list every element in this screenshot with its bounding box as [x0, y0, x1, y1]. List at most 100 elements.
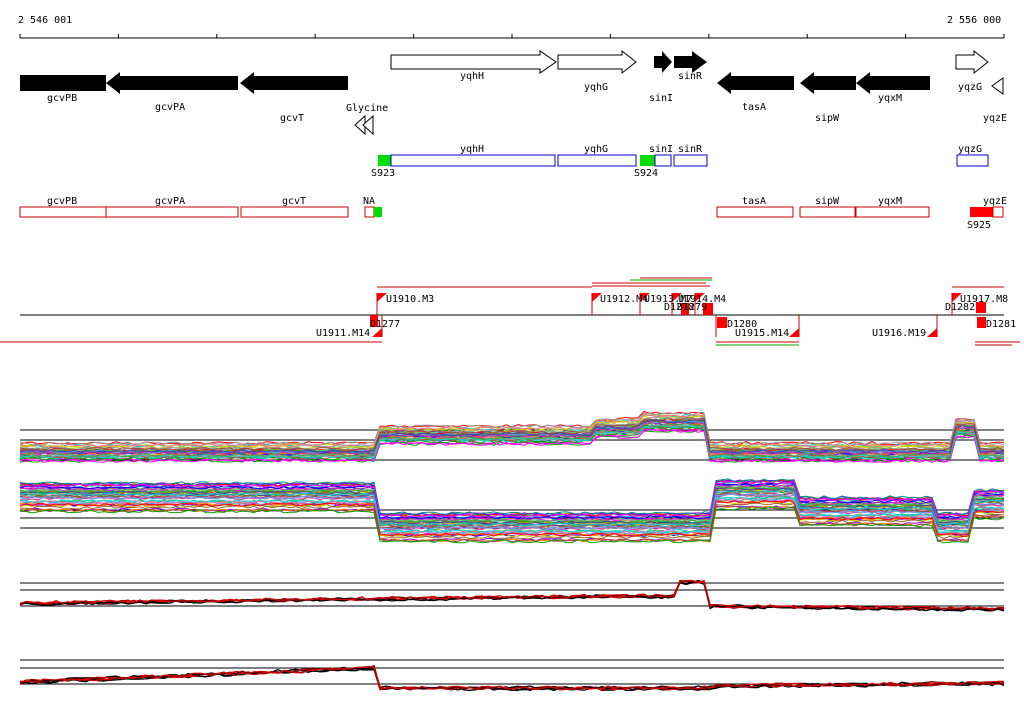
transcript-gcvPB[interactable] [19, 206, 107, 218]
breakpoint-label[interactable]: D1282 [945, 302, 975, 313]
expression-plus-summary-panel [19, 579, 1005, 612]
riboswitch-glycine[interactable]: Glycine [346, 103, 388, 136]
transcript-label-gcvPA: gcvPA [155, 196, 185, 207]
gene-gcvPB[interactable]: gcvPB [20, 75, 106, 104]
transcript-tasA[interactable] [716, 206, 794, 218]
transcript-label-sipW: sipW [815, 196, 840, 207]
profile-line [19, 416, 1005, 451]
transcript-label-gcvPB: gcvPB [47, 196, 77, 207]
segmentation-track: U1910.M3 U1912.M4 U1913.M7 U1914.M4 U191… [0, 277, 1020, 346]
segment-label[interactable]: U1911.M14 [316, 328, 370, 339]
profile-line [19, 666, 1005, 691]
transcript-gcvPA[interactable] [105, 206, 239, 218]
gene-yqxM[interactable]: yqxM [856, 72, 930, 104]
segment-start-flag-icon [377, 293, 387, 302]
gene-gcvT[interactable]: gcvT [240, 72, 348, 124]
transcript-sinR[interactable] [673, 154, 708, 167]
breakpoint-label[interactable]: D1280 [727, 319, 757, 330]
gene-sinR[interactable]: sinR [674, 51, 707, 82]
transcript-label-yqzE: yqzE [983, 196, 1007, 207]
site-marker-S923[interactable] [378, 155, 391, 166]
transcript-gcvT[interactable] [240, 206, 349, 218]
transcript-label-yqhH: yqhH [460, 144, 484, 155]
transcript-label-sinI: sinI [649, 144, 673, 155]
transcript-yqhH[interactable] [390, 154, 556, 167]
gene-label-yqzE: yqzE [983, 113, 1007, 124]
gene-label-gcvPB: gcvPB [47, 93, 77, 104]
profile-line [19, 410, 1005, 446]
profile-line [19, 499, 1005, 537]
profile-line [19, 428, 1005, 463]
profile-line [20, 502, 1005, 540]
gene-label-sinI: sinI [649, 93, 673, 104]
segment-label[interactable]: U1913.M7 [644, 294, 692, 305]
profile-line [19, 493, 1005, 530]
gene-label-yqzG: yqzG [958, 82, 982, 93]
segment-label[interactable]: U1910.M3 [386, 294, 434, 305]
segment-label[interactable]: U1915.M14 [735, 328, 789, 339]
transcript-sinI[interactable] [654, 154, 672, 167]
transcript-yqxM[interactable] [855, 206, 930, 218]
plus-strand-track: S923 yqhH yqhG S924 sinI sinR yqzG [371, 144, 989, 179]
transcript-sipW[interactable] [799, 206, 856, 218]
segment-end-flag-icon [927, 328, 937, 337]
profile-line [19, 411, 1005, 446]
profile-line [19, 482, 1005, 520]
breakpoint-label[interactable]: D1279 [677, 302, 707, 313]
expression-plus-strand-panel [19, 410, 1005, 463]
gene-yqzE[interactable]: yqzE [983, 77, 1007, 124]
gene-label-tasA: tasA [742, 102, 766, 113]
profile-line [19, 424, 1005, 459]
profile-line [19, 486, 1005, 524]
breakpoint-marker[interactable] [370, 315, 378, 327]
segment-start-flag-icon [952, 293, 962, 302]
gene-sipW[interactable]: sipW [800, 72, 856, 124]
transcript-yqhG[interactable] [557, 154, 637, 167]
breakpoint-marker[interactable] [703, 303, 713, 315]
segment-label[interactable]: U1916.M19 [872, 328, 926, 339]
gene-label-yqhG: yqhG [584, 82, 608, 93]
segment-start-flag-icon [640, 293, 650, 302]
gene-yqhG[interactable]: yqhG [557, 49, 637, 93]
segment-label[interactable]: U1917.M8 [960, 294, 1008, 305]
segment-end-flag-icon [372, 328, 382, 337]
gene-sinI[interactable]: sinI [649, 51, 673, 104]
profile-line [20, 665, 1005, 690]
transcript-yqzE[interactable] [992, 206, 1004, 218]
gene-yqzG[interactable]: yqzG [955, 49, 989, 93]
transcript-NA[interactable] [364, 206, 375, 218]
site-marker-NA[interactable] [374, 207, 382, 217]
minus-strand-track: gcvPB gcvPA gcvT NA tasA sipW yqxM yqzE … [19, 196, 1007, 231]
breakpoint-label[interactable]: D1281 [986, 319, 1016, 330]
breakpoint-marker[interactable] [681, 303, 689, 315]
profile-line [19, 489, 1005, 527]
segment-label[interactable]: U1914.M4 [678, 294, 726, 305]
transcript-label-yqxM: yqxM [878, 196, 902, 207]
segment-label[interactable]: U1912.M4 [600, 294, 648, 305]
profile-line [19, 487, 1005, 525]
coordinate-ruler: 2 546 001 2 556 000 [18, 15, 1005, 39]
gene-tasA[interactable]: tasA [717, 72, 794, 113]
site-label-S925: S925 [967, 220, 991, 231]
ruler-ticks [19, 34, 1005, 38]
site-label-S924: S924 [634, 168, 658, 179]
profile-line [19, 489, 1005, 527]
gene-label-sipW: sipW [815, 113, 840, 124]
coordinate-end: 2 556 000 [947, 15, 1001, 26]
gene-label-gcvT: gcvT [280, 113, 304, 124]
gene-label-yqhH: yqhH [460, 71, 484, 82]
transcript-label-gcvT: gcvT [282, 196, 306, 207]
breakpoint-label[interactable]: D1278 [664, 302, 694, 313]
gene-label-yqxM: yqxM [878, 93, 902, 104]
breakpoint-label[interactable]: D1277 [370, 319, 400, 330]
site-marker-S925[interactable] [970, 207, 993, 217]
site-marker-S924[interactable] [640, 155, 655, 166]
transcript-label-tasA: tasA [742, 196, 766, 207]
breakpoint-marker[interactable] [977, 317, 986, 328]
breakpoint-marker[interactable] [717, 317, 727, 328]
gene-yqhH[interactable]: yqhH [390, 50, 557, 82]
gene-gcvPA[interactable]: gcvPA [106, 72, 238, 113]
transcript-yqzG[interactable] [956, 154, 989, 167]
breakpoint-marker[interactable] [976, 302, 986, 313]
profile-line [19, 506, 1005, 544]
